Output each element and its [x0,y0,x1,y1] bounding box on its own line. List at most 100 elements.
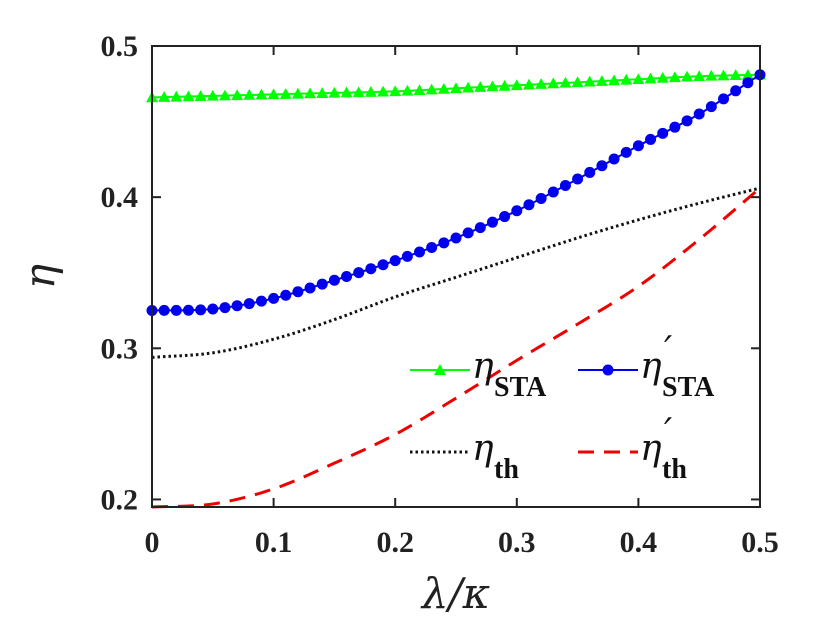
triangle-marker [474,81,487,92]
y-axis-label: η [15,264,64,289]
triangle-marker [389,85,402,97]
circle-marker [511,205,523,217]
triangle-marker [425,83,438,95]
circle-marker [377,259,389,271]
circle-marker [170,304,182,316]
plot-area [152,46,760,507]
circle-marker [353,267,365,279]
triangle-marker [194,90,207,101]
circle-marker [645,133,657,145]
circle-marker [426,241,438,253]
circle-marker [596,160,608,172]
triangle-marker [681,70,694,82]
legend-subscript: STA [662,372,715,403]
x-tick-label: 0.5 [741,526,779,559]
legend-subscript: STA [494,372,547,403]
triangle-marker [559,76,572,88]
legend-subscript: th [662,454,687,485]
series-layer [146,68,766,509]
circle-marker [681,115,693,127]
circle-marker [292,286,304,298]
circle-marker [438,237,450,249]
legend-symbol: η [640,346,662,387]
triangle-marker [705,69,718,81]
legend-prime: ′ [664,412,672,453]
circle-marker [499,211,511,223]
triangle-marker [340,86,353,98]
triangle-marker [316,87,329,98]
triangle-marker [729,69,742,81]
triangle-marker [255,88,268,100]
triangle-marker [401,84,414,96]
circle-marker [341,270,353,282]
circle-marker [243,298,255,310]
circle-marker [195,304,207,316]
circle-marker [620,146,632,158]
circle-marker [304,282,316,294]
triangle-marker [377,85,390,97]
triangle-marker [352,86,365,98]
triangle-marker [206,89,219,101]
circle-marker [559,180,571,192]
x-tick-label: 0.3 [498,526,536,559]
circle-marker [486,216,498,228]
circle-marker [474,222,486,234]
triangle-marker [498,79,511,91]
triangle-marker [608,74,621,86]
triangle-marker [291,87,304,99]
triangle-marker [571,76,584,88]
triangle-marker [547,77,560,89]
circle-marker [693,108,705,120]
triangle-marker [632,73,645,85]
triangle-marker [170,90,183,102]
triangle-marker [510,79,523,91]
legend-symbol: η [640,428,662,469]
x-tick-label: 0.2 [376,526,414,559]
circle-marker [158,304,170,316]
y-tick-label: 0.4 [101,181,139,214]
circle-marker [572,173,584,185]
circle-marker [657,127,669,139]
triangle-marker [620,73,633,85]
triangle-marker [279,88,292,99]
triangle-marker [243,88,256,100]
circle-marker [414,246,426,258]
legend-symbol: η [472,346,494,387]
series-line-th [151,186,761,359]
y-tick-label: 0.2 [101,483,139,516]
axis-ticks: 0 0.1 0.2 0.3 0.4 0.5 0.2 0.3 0.4 0.5 [101,30,779,559]
circle-marker [523,199,535,211]
x-tick-label: 0.4 [620,526,658,559]
legend-subscript: th [494,454,519,485]
circle-marker [669,121,681,133]
circle-marker [389,255,401,267]
circle-marker [462,227,474,239]
triangle-marker [328,86,341,98]
triangle-marker [486,80,499,92]
circle-marker [280,289,292,301]
circle-marker [268,292,280,304]
triangle-marker [656,71,669,83]
triangle-marker [741,68,754,80]
circle-marker [182,304,194,316]
triangle-marker [413,84,426,96]
triangle-marker [218,89,231,101]
circle-marker [547,186,559,198]
circle-marker [718,93,730,105]
circle-marker [231,300,243,312]
legend-triangle-marker [434,364,446,375]
x-axis-label: λ/κ [420,569,490,618]
circle-marker [730,85,742,97]
series-line-th-prime [151,186,761,509]
circle-marker [742,77,754,89]
circle-marker [608,153,620,165]
circle-marker [219,302,231,314]
circle-marker [584,166,596,178]
circle-marker [705,101,717,113]
triangle-marker [693,70,706,82]
circle-marker [255,295,267,307]
legend-prime: ′ [664,330,672,371]
y-tick-label: 0.5 [101,30,139,63]
legend-circle-marker [602,364,614,376]
